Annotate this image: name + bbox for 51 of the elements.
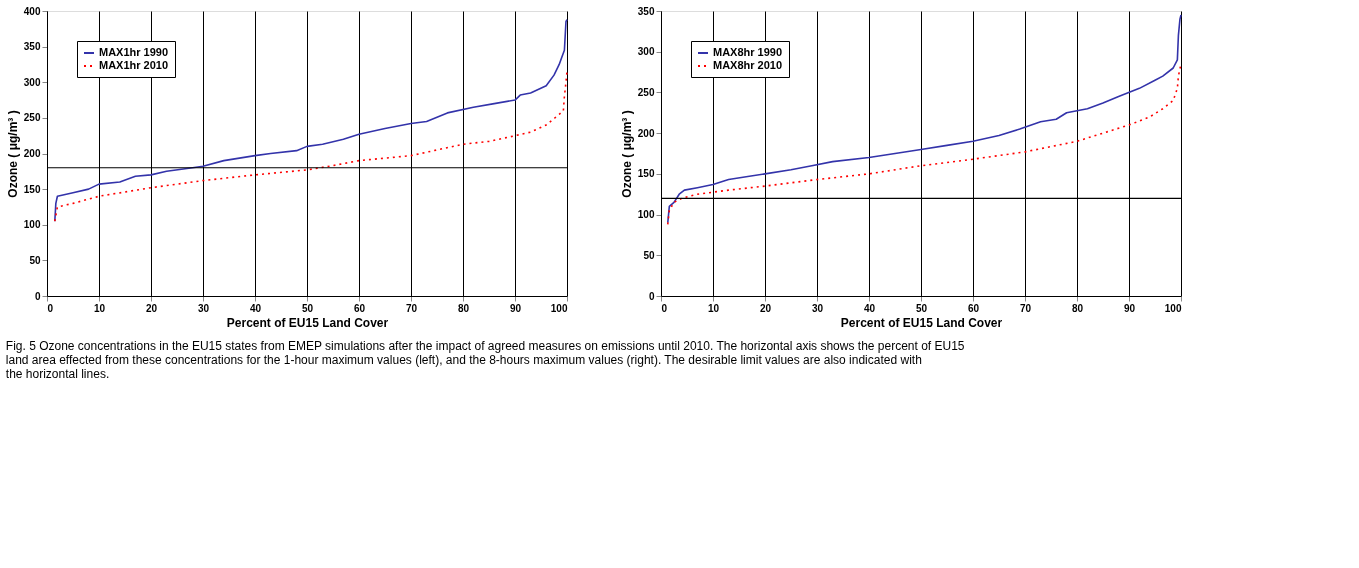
y-axis-title: Ozone ( μg/m³ ) bbox=[5, 110, 20, 198]
y-tick-label: 250 bbox=[637, 86, 655, 98]
y-tick-label: 150 bbox=[23, 183, 41, 195]
x-tick-label: 50 bbox=[301, 302, 314, 314]
y-tick-label: 300 bbox=[637, 46, 655, 58]
x-tick-label: 60 bbox=[353, 302, 366, 314]
x-tick-label: 70 bbox=[1019, 302, 1032, 314]
y-tick-label: 350 bbox=[23, 41, 41, 53]
legend-label: MAX1hr 2010 bbox=[99, 59, 169, 71]
legend-label: MAX8hr 2010 bbox=[713, 59, 783, 71]
line-series bbox=[666, 14, 1182, 224]
x-tick-label: 70 bbox=[405, 302, 418, 314]
y-tick-label: 200 bbox=[23, 148, 41, 159]
y-tick-label: 100 bbox=[637, 209, 655, 221]
x-tick-label: 30 bbox=[811, 302, 824, 314]
y-tick-label: 300 bbox=[23, 76, 41, 88]
x-tick-label: 90 bbox=[1123, 302, 1136, 314]
x-tick-label: 90 bbox=[509, 302, 522, 314]
legend-label: MAX1hr 1990 bbox=[99, 46, 169, 58]
x-axis-title: Percent of EU15 Land Cover bbox=[226, 315, 389, 330]
y-tick-label: 50 bbox=[643, 249, 655, 261]
y-tick-label: 0 bbox=[34, 290, 41, 302]
x-tick-label: 60 bbox=[967, 302, 980, 314]
x-tick-label: 100 bbox=[1164, 302, 1182, 314]
y-tick-label: 400 bbox=[23, 5, 41, 17]
caption: Fig. 5 Ozone concentrations in the EU15 states from EMEP simulations after the impact of agreed measures on emissions until 2010. The horizontal axis shows the percent of EU15 land area effected from these concentrations for the 1-hour maximum values (left), and the 8-hours maximum values (right). The desirable limit values are also indicated with the horizontal lines. bbox=[5, 338, 965, 381]
x-tick-label: 80 bbox=[1071, 302, 1084, 314]
y-tick-label: 50 bbox=[29, 254, 41, 266]
y-tick-label: 150 bbox=[637, 168, 655, 180]
y-axis-title: Ozone ( μg/m³ ) bbox=[619, 110, 634, 198]
y-tick-label: 350 bbox=[637, 5, 655, 17]
x-tick-label: 0 bbox=[47, 302, 54, 314]
x-tick-label: 80 bbox=[457, 302, 470, 314]
x-tick-label: 20 bbox=[759, 302, 772, 314]
x-tick-label: 30 bbox=[197, 302, 210, 314]
x-tick-label: 100 bbox=[550, 302, 568, 314]
x-axis-title: Percent of EU15 Land Cover bbox=[840, 315, 1003, 330]
line-series bbox=[54, 70, 568, 222]
line-series bbox=[54, 18, 568, 222]
y-tick-label: 100 bbox=[23, 219, 41, 231]
x-tick-label: 0 bbox=[661, 302, 668, 314]
legend-label: MAX8hr 1990 bbox=[713, 46, 783, 58]
y-tick-label: 0 bbox=[648, 290, 655, 302]
y-tick-label: 200 bbox=[637, 127, 655, 139]
x-tick-label: 10 bbox=[707, 302, 720, 314]
x-tick-label: 40 bbox=[249, 302, 262, 314]
x-tick-label: 50 bbox=[915, 302, 928, 314]
y-tick-label: 250 bbox=[23, 112, 41, 124]
x-tick-label: 20 bbox=[145, 302, 158, 314]
x-tick-label: 40 bbox=[863, 302, 876, 314]
x-tick-label: 10 bbox=[93, 302, 106, 314]
